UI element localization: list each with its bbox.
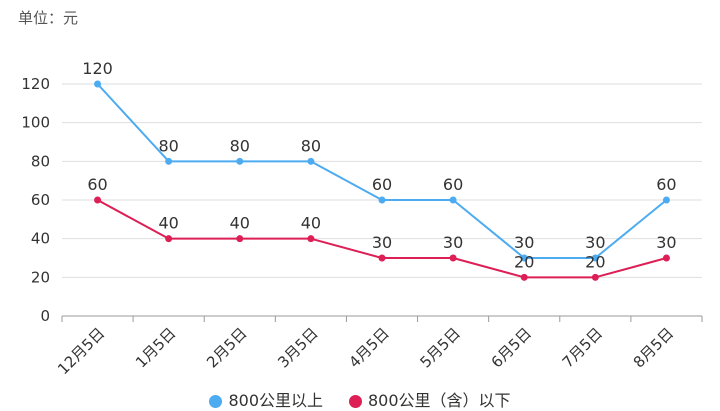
data-point-series-2 [662,254,670,262]
legend-item-series-2[interactable]: 800公里（含）以下 [349,391,511,411]
data-point-series-2 [307,235,315,243]
series-line-1 [96,83,668,259]
x-tick-label: 6月5日 [488,324,535,371]
data-label-series-2: 30 [656,233,676,252]
x-tick-label: 1月5日 [132,324,179,371]
x-tick-label: 12月5日 [54,324,108,378]
legend: 800公里以上 800公里（含）以下 [0,391,720,411]
data-point-series-1 [94,80,102,88]
data-label-series-2: 40 [301,214,321,233]
legend-item-series-1[interactable]: 800公里以上 [209,391,323,411]
data-point-series-2 [591,273,599,281]
x-tick-label: 5月5日 [416,324,463,371]
data-label-series-1: 60 [443,175,463,194]
data-label-series-1: 60 [656,175,676,194]
data-point-series-1 [236,157,244,165]
data-label-series-2: 20 [514,252,534,271]
data-point-series-2 [236,235,244,243]
data-label-series-1: 60 [372,175,392,194]
data-point-series-1 [307,157,315,165]
legend-marker-series-1 [209,394,223,408]
data-point-series-2 [165,235,173,243]
x-tick-label: 4月5日 [345,324,392,371]
data-label-series-1: 80 [301,136,321,155]
data-label-series-2: 30 [372,233,392,252]
x-tick-label: 2月5日 [203,324,250,371]
legend-label-series-1: 800公里以上 [228,391,323,410]
data-label-series-1: 80 [230,136,250,155]
series-layer [94,80,670,281]
legend-marker-series-2 [349,394,362,408]
data-label-series-1: 30 [585,233,605,252]
legend-label-series-2: 800公里（含）以下 [368,391,511,410]
data-label-series-2: 40 [158,214,178,233]
data-point-series-2 [449,254,457,262]
y-tick-label: 0 [40,307,50,325]
data-point-series-1 [662,196,670,204]
unit-label: 单位：元 [18,9,79,27]
data-point-series-2 [94,196,102,204]
data-label-series-1: 120 [82,59,113,78]
x-axis: 12月5日 1月5日 2月5日 3月5日 4月5日 5月5日 6月5日 7月5日 8月5日 [54,316,703,378]
y-tick-label: 40 [31,230,50,248]
data-label-series-1: 80 [158,136,178,155]
y-tick-label: 120 [21,75,50,93]
y-tick-label: 80 [31,152,50,170]
y-tick-label: 100 [21,114,50,132]
x-tick-label: 3月5日 [274,324,321,371]
y-axis-ticks: 0 20 40 60 80 100 120 [21,75,50,325]
data-label-series-1: 30 [514,233,534,252]
data-label-series-2: 20 [585,252,605,271]
data-point-series-2 [378,254,386,262]
data-point-series-1 [449,196,457,204]
y-tick-label: 60 [31,191,50,209]
data-label-series-2: 60 [87,175,107,194]
data-point-series-2 [520,273,528,281]
x-tick-label: 8月5日 [630,324,677,371]
data-point-series-1 [591,254,599,262]
data-label-series-2: 40 [230,214,250,233]
y-tick-label: 20 [31,268,50,286]
data-label-series-2: 30 [443,233,463,252]
x-tick-label: 7月5日 [559,324,606,371]
data-point-series-1 [378,196,386,204]
data-point-series-1 [520,254,528,262]
data-point-series-1 [165,157,173,165]
